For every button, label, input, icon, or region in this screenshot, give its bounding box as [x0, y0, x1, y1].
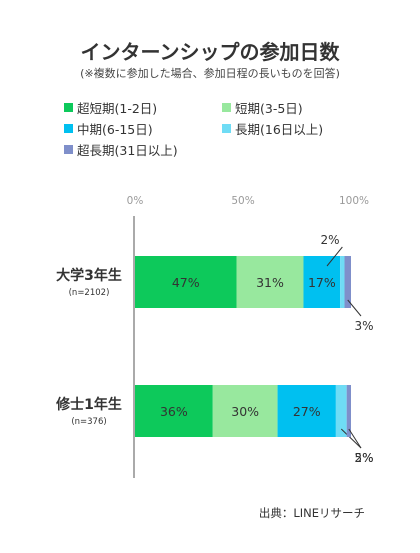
data-label: 2% — [320, 233, 339, 247]
legend-swatch — [64, 103, 73, 112]
bar-segment — [340, 256, 345, 308]
legend-swatch — [222, 103, 231, 112]
bar-segment — [335, 385, 347, 437]
data-label-leader — [326, 246, 343, 267]
data-label: 31% — [256, 275, 284, 290]
data-label-leader — [347, 299, 362, 317]
bar-segment — [135, 385, 213, 437]
legend-label: 短期(3-5日) — [235, 101, 303, 116]
data-label: 3% — [354, 319, 373, 333]
data-label: 2% — [354, 451, 373, 465]
x-tick-label: 100% — [339, 195, 369, 207]
data-label: 36% — [160, 404, 188, 419]
legend-item-long: 長期(16日以上) — [222, 119, 323, 138]
legend-label: 超長期(31日以上) — [77, 143, 178, 158]
bar-segment — [346, 385, 351, 437]
x-tick-label: 50% — [231, 195, 254, 207]
data-label: 47% — [172, 275, 200, 290]
legend-item-super-short: 超短期(1-2日) — [64, 98, 157, 117]
data-label-leader — [340, 428, 362, 449]
source-note: 出典：LINEリサーチ — [258, 506, 365, 520]
bar-segment — [135, 256, 237, 308]
legend-item-super-long: 超長期(31日以上) — [64, 140, 178, 159]
data-label: 30% — [231, 404, 259, 419]
legend-label: 中期(6-15日) — [77, 122, 153, 137]
category-label: 大学3年生 — [56, 267, 122, 284]
data-label-leader — [348, 428, 362, 449]
legend-swatch — [64, 124, 73, 133]
bar-segment — [277, 385, 336, 437]
data-label: 27% — [293, 404, 321, 419]
category-sample-size: (n=2102) — [69, 288, 110, 298]
legend-label: 超短期(1-2日) — [77, 101, 158, 116]
data-label: 17% — [308, 275, 336, 290]
x-tick-label: 0% — [127, 195, 144, 207]
bar-segment — [236, 256, 304, 308]
category-sample-size: (n=376) — [71, 417, 106, 427]
bar-segment — [303, 256, 341, 308]
legend-swatch — [222, 124, 231, 133]
chart-subtitle: (※複数に参加した場合、参加日程の長いものを回答) — [80, 67, 340, 80]
chart-title: インターンシップの参加日数 — [80, 40, 340, 64]
bar-segment — [344, 256, 351, 308]
legend-swatch — [64, 145, 73, 154]
legend-label: 長期(16日以上) — [235, 122, 324, 137]
legend-item-middle: 中期(6-15日) — [64, 119, 153, 138]
legend-item-short: 短期(3-5日) — [222, 98, 303, 117]
category-label: 修士1年生 — [55, 396, 122, 413]
bar-segment — [212, 385, 278, 437]
data-label: 5% — [354, 451, 373, 465]
